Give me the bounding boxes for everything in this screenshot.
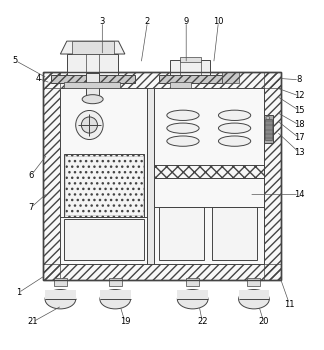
Ellipse shape xyxy=(45,289,76,309)
Text: 20: 20 xyxy=(258,317,269,326)
Bar xyxy=(248,278,260,286)
Ellipse shape xyxy=(167,110,199,120)
Text: 11: 11 xyxy=(284,300,295,309)
Bar xyxy=(212,207,257,260)
Ellipse shape xyxy=(177,289,208,309)
Bar xyxy=(65,156,143,215)
Bar xyxy=(43,264,281,280)
Text: 14: 14 xyxy=(294,190,304,199)
Text: 8: 8 xyxy=(296,75,302,84)
Bar xyxy=(147,88,154,264)
Ellipse shape xyxy=(218,110,251,120)
Bar xyxy=(109,278,122,286)
Text: 17: 17 xyxy=(294,133,305,142)
Ellipse shape xyxy=(167,136,199,146)
Bar xyxy=(43,72,281,280)
Text: 19: 19 xyxy=(120,317,130,326)
Bar xyxy=(64,154,144,217)
Bar xyxy=(45,289,76,299)
Bar xyxy=(64,218,144,260)
Bar xyxy=(54,278,67,286)
Bar xyxy=(154,88,264,264)
Text: 15: 15 xyxy=(294,106,304,115)
Text: 5: 5 xyxy=(13,56,18,65)
Ellipse shape xyxy=(238,289,269,309)
Polygon shape xyxy=(60,41,125,54)
Bar xyxy=(86,74,99,98)
Bar xyxy=(264,72,281,280)
Ellipse shape xyxy=(167,123,199,133)
Bar xyxy=(72,41,114,54)
Text: 1: 1 xyxy=(16,288,21,297)
Text: 18: 18 xyxy=(294,120,305,130)
Bar xyxy=(170,82,191,88)
Text: 4: 4 xyxy=(35,74,40,83)
Bar xyxy=(43,72,281,88)
Text: 13: 13 xyxy=(294,148,305,157)
Ellipse shape xyxy=(76,111,103,140)
Ellipse shape xyxy=(81,117,98,133)
Bar xyxy=(51,75,134,83)
Bar xyxy=(177,289,208,299)
Bar xyxy=(170,61,210,75)
Text: 6: 6 xyxy=(29,170,34,180)
Bar xyxy=(43,72,281,280)
Text: 21: 21 xyxy=(28,317,38,326)
Bar xyxy=(64,82,120,88)
Bar xyxy=(159,207,204,260)
Bar xyxy=(100,289,131,299)
Bar xyxy=(159,75,222,83)
Ellipse shape xyxy=(266,116,270,119)
Bar xyxy=(265,119,272,140)
Bar xyxy=(264,115,273,143)
Bar xyxy=(186,278,199,286)
Ellipse shape xyxy=(218,136,251,146)
Text: 10: 10 xyxy=(213,17,224,26)
Text: 7: 7 xyxy=(29,203,34,212)
Bar xyxy=(180,57,201,62)
Bar xyxy=(238,289,269,299)
Bar xyxy=(60,88,147,264)
Ellipse shape xyxy=(100,289,131,309)
Bar xyxy=(67,54,119,75)
Text: 22: 22 xyxy=(197,317,208,326)
Text: 3: 3 xyxy=(99,17,105,26)
Bar xyxy=(60,88,264,264)
Text: 2: 2 xyxy=(145,17,150,26)
Text: 9: 9 xyxy=(184,17,189,26)
Ellipse shape xyxy=(218,123,251,133)
Bar xyxy=(154,165,264,178)
Ellipse shape xyxy=(82,94,103,104)
Bar xyxy=(43,72,60,280)
Text: 12: 12 xyxy=(294,91,304,100)
Bar xyxy=(222,72,239,83)
